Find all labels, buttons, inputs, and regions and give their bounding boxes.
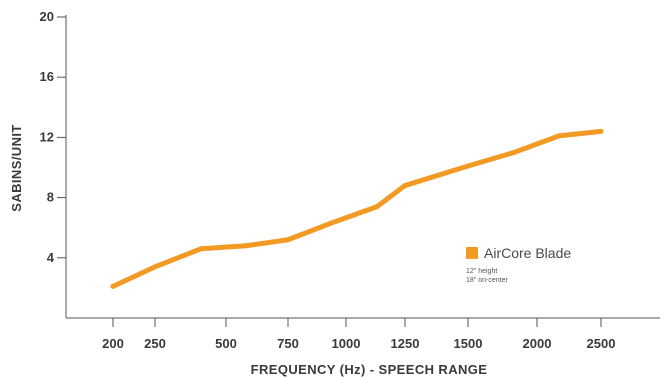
data-point [511,149,517,155]
series-layer [110,128,604,289]
x-tick-label: 250 [144,336,166,351]
y-tick-label: 12 [40,129,54,144]
y-tick-label: 20 [40,9,54,24]
data-point [198,246,204,252]
data-point [243,243,249,249]
data-point [556,133,562,139]
y-tick-label: 8 [47,190,54,205]
legend-note-height: 12" height [466,268,497,275]
legend: AirCore Blade 12" height 18" on-center [466,245,571,284]
y-tick-label: 4 [47,250,55,265]
legend-label: AirCore Blade [484,245,571,261]
x-tick-label: 1250 [391,336,420,351]
y-tick-label: 16 [40,69,54,84]
x-tick-label: 1000 [332,336,361,351]
data-point [465,163,471,169]
y-axis-title: SABINS/UNIT [9,124,24,211]
data-point [110,283,116,289]
data-point [374,204,380,210]
x-tick-label: 500 [215,336,237,351]
x-tick-label: 2500 [587,336,616,351]
x-axis: 200 250 500 750 1000 1250 1500 2000 2500 [66,317,660,351]
data-point [285,237,291,243]
x-tick-label: 200 [102,336,124,351]
data-point [328,220,334,226]
legend-note-spacing: 18" on-center [466,277,508,284]
data-point [152,264,158,270]
data-point [598,128,604,134]
x-tick-label: 2000 [523,336,552,351]
x-axis-title: FREQUENCY (Hz) - SPEECH RANGE [251,362,488,377]
series-line [110,128,604,289]
data-point [402,183,408,189]
x-tick-label: 750 [277,336,299,351]
x-tick-label: 1500 [454,336,483,351]
y-axis: 4 8 12 16 20 [40,9,67,318]
legend-swatch [466,247,478,259]
